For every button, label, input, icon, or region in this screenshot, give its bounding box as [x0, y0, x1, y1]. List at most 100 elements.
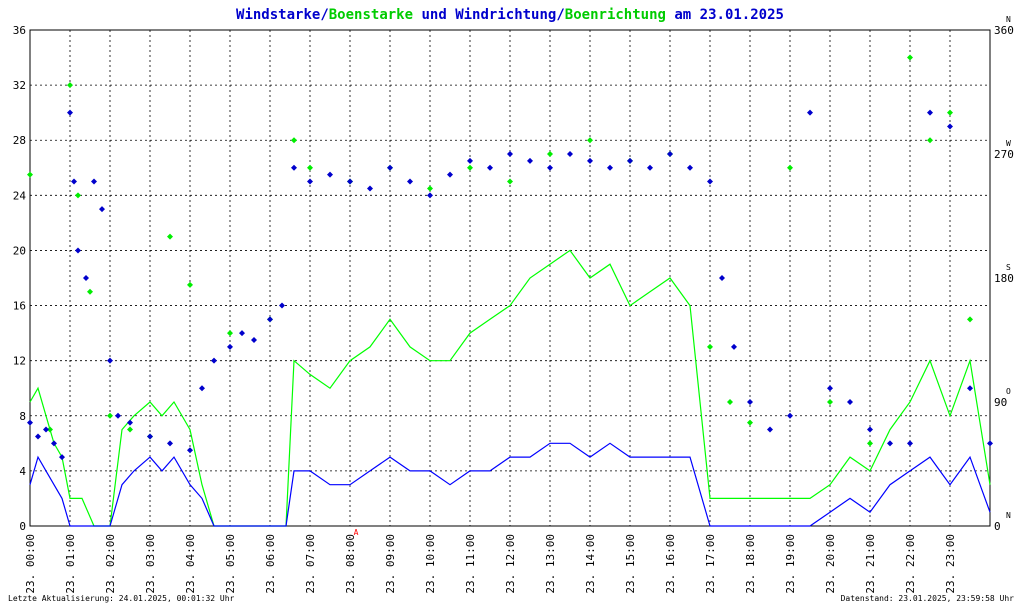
- wind-direction-series: [27, 109, 993, 461]
- gust-direction-point: [947, 109, 953, 116]
- gust-direction-point: [907, 54, 913, 61]
- x-tick-label: 23. 22:00: [904, 534, 917, 594]
- y-right-direction-label: W: [1006, 139, 1011, 148]
- x-tick-label: 23. 18:00: [744, 534, 757, 594]
- y-left-tick-label: 28: [13, 134, 26, 147]
- wind-direction-point: [719, 275, 725, 281]
- y-left-tick-label: 20: [13, 244, 26, 257]
- wind-direction-point: [447, 171, 453, 178]
- wind-direction-point: [627, 157, 633, 164]
- y-left-tick-label: 8: [19, 410, 26, 423]
- wind-direction-point: [43, 426, 49, 433]
- y-right-direction-label: S: [1006, 263, 1011, 272]
- y-left-tick-label: 24: [13, 189, 27, 202]
- gust-direction-point: [67, 82, 73, 89]
- x-tick-label: 23. 04:00: [184, 534, 197, 594]
- wind-direction-point: [987, 440, 993, 447]
- gust-direction-point: [927, 137, 933, 144]
- title-boenstarke: Boenstarke: [329, 7, 413, 23]
- wind-direction-point: [291, 164, 297, 171]
- wind-direction-point: [83, 275, 89, 281]
- wind-direction-point: [767, 426, 773, 433]
- gust-direction-point: [307, 164, 313, 171]
- y-right-direction-label: N: [1006, 511, 1011, 520]
- chart-title: Windstarke/Boenstarke und Windrichtung/B…: [236, 7, 784, 23]
- x-tick-label: 23. 15:00: [624, 534, 637, 594]
- x-tick-label: 23. 10:00: [424, 534, 437, 594]
- wind-direction-point: [507, 151, 513, 157]
- x-tick-label: 23. 20:00: [824, 534, 837, 594]
- gust-direction-point: [507, 178, 513, 185]
- wind-direction-point: [367, 185, 373, 192]
- gust-direction-point: [87, 288, 93, 295]
- wind-direction-point: [707, 178, 713, 185]
- wind-line: [29, 442, 991, 527]
- x-tick-label: 23. 19:00: [784, 534, 797, 594]
- wind-direction-point: [327, 171, 333, 178]
- x-tick-label: 23. 03:00: [144, 534, 157, 594]
- wind-direction-point: [467, 157, 473, 164]
- wind-direction-point: [127, 419, 133, 426]
- wind-direction-point: [251, 337, 257, 343]
- gust-direction-point: [291, 137, 297, 144]
- wind-direction-point: [91, 178, 97, 185]
- wind-direction-point: [75, 247, 81, 254]
- gust-direction-point: [227, 330, 233, 337]
- y-left-tick-label: 12: [13, 355, 26, 368]
- gust-direction-point: [127, 426, 133, 433]
- wind-direction-point: [387, 164, 393, 171]
- y-right-direction-label: N: [1006, 15, 1011, 24]
- gust-direction-point: [27, 171, 33, 178]
- gust-line: [29, 249, 991, 527]
- title-boenrichtung: Boenrichtung: [565, 7, 666, 23]
- x-tick-label: 23. 11:00: [464, 534, 477, 594]
- wind-direction-point: [187, 447, 193, 454]
- gust-direction-point: [167, 233, 173, 240]
- title-windrichtung: Windrichtung: [455, 7, 556, 23]
- title-date: am 23.01.2025: [666, 7, 784, 23]
- gust-direction-point: [547, 151, 553, 157]
- x-tick-label: 23. 13:00: [544, 534, 557, 594]
- wind-direction-point: [59, 454, 65, 461]
- wind-direction-point: [667, 151, 673, 157]
- wind-direction-point: [527, 157, 533, 164]
- wind-direction-point: [67, 109, 73, 116]
- x-tick-label: 23. 02:00: [104, 534, 117, 594]
- wind-direction-point: [27, 419, 33, 426]
- wind-direction-point: [107, 357, 113, 364]
- wind-direction-point: [267, 316, 273, 323]
- wind-direction-point: [731, 343, 737, 350]
- grid: [29, 29, 991, 527]
- gust-direction-point: [427, 185, 433, 192]
- x-tick-label: 23. 21:00: [864, 534, 877, 594]
- gust-direction-point: [75, 192, 81, 199]
- wind-direction-point: [567, 151, 573, 157]
- gust-direction-point: [787, 164, 793, 171]
- gust-direction-point: [747, 419, 753, 426]
- title-sep1: /: [320, 7, 328, 23]
- wind-direction-point: [407, 178, 413, 185]
- y-left-tick-label: 16: [13, 300, 26, 313]
- y-right-tick-label: 0: [994, 520, 1001, 533]
- wind-direction-point: [115, 412, 121, 419]
- y-right-tick-label: 360: [994, 24, 1014, 37]
- y-left-tick-label: 32: [13, 79, 26, 92]
- marker-label: A: [354, 528, 359, 537]
- wind-direction-point: [647, 164, 653, 171]
- wind-direction-point: [787, 412, 793, 419]
- wind-direction-point: [347, 178, 353, 185]
- wind-direction-point: [99, 206, 105, 213]
- wind-direction-point: [227, 343, 233, 350]
- wind-direction-point: [211, 357, 217, 364]
- wind-direction-point: [587, 157, 593, 164]
- wind-direction-point: [307, 178, 313, 185]
- y-right-tick-label: 270: [994, 148, 1014, 161]
- gust-direction-point: [587, 137, 593, 144]
- wind-direction-point: [827, 385, 833, 392]
- wind-direction-point: [427, 192, 433, 199]
- gust-direction-point: [827, 399, 833, 405]
- gust-direction-point: [867, 440, 873, 447]
- title-sep2: /: [556, 7, 564, 23]
- x-tick-label: 23. 17:00: [704, 534, 717, 594]
